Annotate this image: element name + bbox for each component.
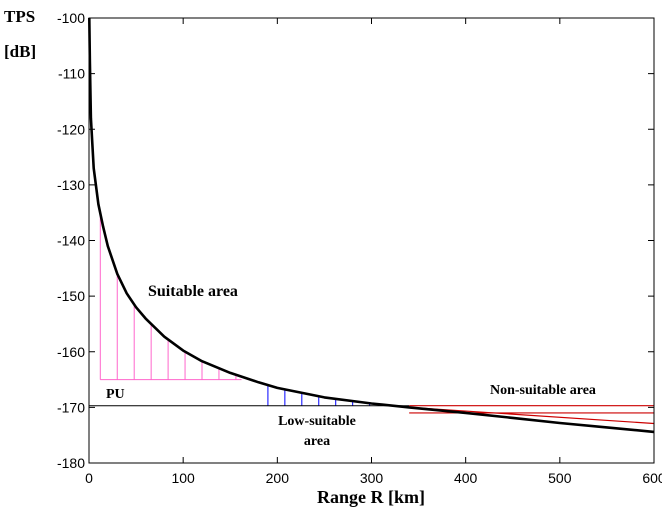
x-tick-label: 500 — [548, 470, 572, 486]
y-tick-label: -160 — [57, 344, 85, 360]
low-suitable-annotation-line2: area — [304, 434, 330, 449]
x-tick-label: 600 — [642, 470, 662, 486]
x-tick-label: 100 — [171, 470, 195, 486]
y-tick-label: -150 — [57, 288, 85, 304]
y-tick-label: -110 — [58, 66, 85, 82]
y-axis-label: TPS — [4, 7, 35, 26]
y-tick-label: -100 — [57, 10, 85, 26]
y-tick-label: -120 — [57, 121, 85, 137]
x-tick-label: 0 — [85, 470, 93, 486]
y-axis-unit: [dB] — [4, 42, 36, 61]
pu-annotation: PU — [106, 387, 125, 402]
non-suitable-annotation: Non-suitable area — [490, 383, 596, 398]
suitable-area-annotation: Suitable area — [148, 283, 238, 300]
labels-layer: TPS [dB] Range R [km] Suitable area PU Low-su… — [4, 7, 596, 507]
low-suitable-annotation-line1: Low-suitable — [278, 414, 356, 429]
x-tick-label: 400 — [454, 470, 478, 486]
x-axis-label: Range R [km] — [317, 487, 425, 507]
regions-layer — [89, 213, 655, 425]
y-tick-label: -180 — [57, 455, 85, 471]
y-tick-label: -170 — [57, 399, 85, 415]
y-tick-label: -140 — [57, 233, 85, 249]
y-tick-label: -130 — [57, 177, 85, 193]
axes-layer: -180 -170 -160 -150 -140 -130 -120 -110 -100 0 100… — [57, 10, 662, 486]
x-tick-label: 200 — [266, 470, 290, 486]
tps-curve-series — [88, 17, 655, 434]
x-tick-label: 300 — [360, 470, 384, 486]
curve-layer — [88, 17, 655, 434]
